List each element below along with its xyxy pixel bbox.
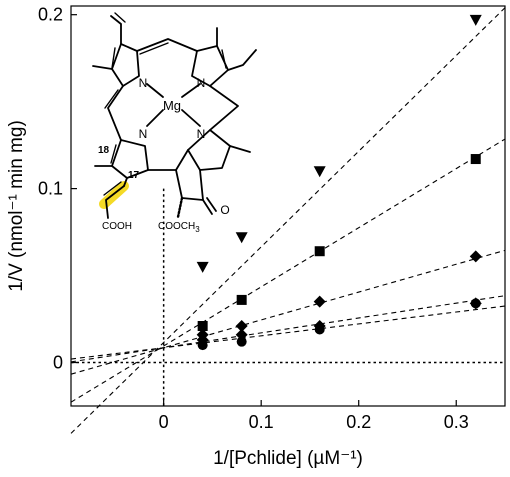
data-point-series-2 [314,246,325,257]
plot-frame [70,5,506,407]
data-point-series-3 [235,320,248,332]
data-point-series-1 [469,14,482,26]
n-atom: N [139,76,148,90]
data-point-series-5 [236,336,247,347]
ester-group-label: COOCH3 [158,221,200,234]
fit-line-3 [70,249,506,375]
pchlide-structure: N N N N Mg O 18 17 COOH COOCH3 [92,12,257,234]
ring-b [191,45,229,87]
fit-line-4 [70,295,506,363]
ring-a [111,43,140,87]
y-tick-label: 0 [53,353,63,373]
x-tick-label: 0.1 [249,412,274,432]
acid-group-label: COOH [102,221,132,232]
fit-line-1 [70,7,506,434]
y-tick-label: 0.2 [38,5,63,25]
data-point-series-1 [196,261,209,273]
o-atom: O [220,203,229,217]
data-point-series-2 [470,154,481,165]
fit-line-5 [70,305,506,360]
ring-e [175,149,204,201]
data-point-series-5 [470,298,481,309]
data-point-series-1 [235,232,248,244]
x-tick-label: 0 [159,412,169,432]
acrylic-chain [105,185,125,219]
tick-labels: 0 0.1 0.2 0.3 0 0.1 0.2 [38,5,469,432]
x-axis-title: 1/[Pchlide] (µM⁻¹) [213,448,363,469]
mg-atom: Mg [163,98,181,113]
y-axis-title: 1/V (nmol⁻¹ min mg) [6,120,27,292]
data-point-series-3 [469,250,482,263]
locant-17: 17 [128,170,140,181]
fit-line-2 [70,138,506,403]
data-point-series-2 [197,321,208,331]
data-point-series-2 [236,294,247,305]
data-point-series-5 [197,340,208,351]
axis-ticks [71,14,457,406]
ring-d [111,139,149,179]
vinyl-group [110,15,122,45]
data-point-series-5 [314,324,325,335]
data-point-series-1 [313,166,326,178]
locant-18: 18 [98,145,110,156]
fit-lines [70,7,506,434]
n-atom: N [197,76,206,90]
n-atom: N [139,127,148,141]
y-tick-label: 0.1 [38,179,63,199]
x-tick-label: 0.2 [346,412,371,432]
ring-c [187,129,231,171]
data-points [196,14,482,351]
x-tick-label: 0.3 [444,412,469,432]
n-atom: N [197,127,206,141]
data-point-series-3 [313,295,326,308]
ethyl-group [227,49,257,71]
